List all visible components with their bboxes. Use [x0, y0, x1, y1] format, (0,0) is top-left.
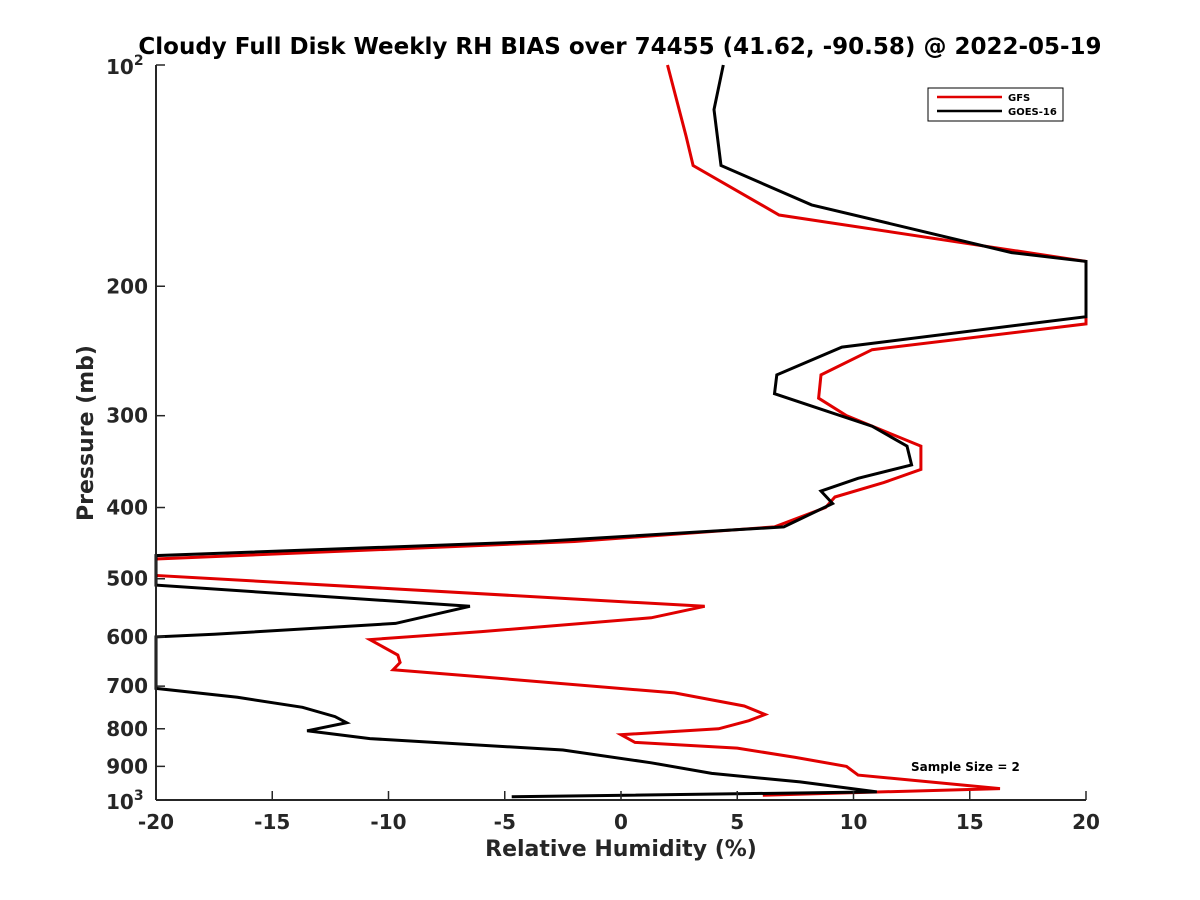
x-tick-label: 0	[614, 810, 628, 834]
x-tick-label: -20	[138, 810, 174, 834]
y-ticks: 102 200 300 400 500 600 700 800 900 103	[106, 53, 165, 814]
y-tick-label: 700	[106, 674, 148, 698]
x-tick-label: -15	[254, 810, 290, 834]
sample-size-annotation: Sample Size = 2	[911, 760, 1020, 774]
x-tick-label: -5	[494, 810, 516, 834]
y-tick-label: 400	[106, 496, 148, 520]
x-tick-label: 10	[840, 810, 868, 834]
x-axis-label: Relative Humidity (%)	[485, 837, 757, 862]
y-tick-label: 600	[106, 625, 148, 649]
y-tick-label: 103	[106, 788, 144, 814]
chart-title: Cloudy Full Disk Weekly RH BIAS over 744…	[138, 34, 1101, 60]
series-line-gfs	[154, 64, 1088, 797]
legend-label-gfs: GFS	[1008, 93, 1030, 104]
legend-label-goes16: GOES-16	[1008, 107, 1057, 118]
x-ticks: -20 -15 -10 -5 0 5 10 15 20	[138, 791, 1100, 834]
y-tick-label: 102	[106, 53, 144, 79]
y-tick-label: 500	[106, 567, 148, 591]
legend-box	[927, 87, 1064, 122]
y-tick-label: 300	[106, 404, 148, 428]
y-tick-label: 900	[106, 754, 148, 778]
x-tick-label: 20	[1072, 810, 1100, 834]
x-tick-label: -10	[370, 810, 406, 834]
y-tick-label: 200	[106, 274, 148, 298]
x-tick-label: 15	[956, 810, 984, 834]
x-tick-label: 5	[730, 810, 744, 834]
y-tick-label: 800	[106, 717, 148, 741]
y-axis-label: Pressure (mb)	[74, 345, 99, 521]
legend: GFS GOES-16	[927, 87, 1064, 122]
